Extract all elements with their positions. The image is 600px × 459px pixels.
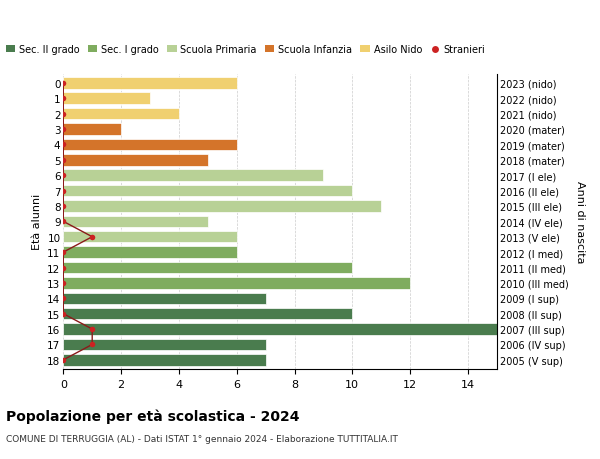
Bar <box>64 231 237 243</box>
Bar <box>64 139 237 151</box>
Y-axis label: Anni di nascita: Anni di nascita <box>575 181 585 263</box>
Bar <box>64 324 497 335</box>
Bar <box>64 201 381 212</box>
Bar <box>64 262 352 274</box>
Text: COMUNE DI TERRUGGIA (AL) - Dati ISTAT 1° gennaio 2024 - Elaborazione TUTTITALIA.: COMUNE DI TERRUGGIA (AL) - Dati ISTAT 1°… <box>6 434 398 442</box>
Bar <box>64 185 352 197</box>
Bar <box>64 293 266 304</box>
Legend: Sec. II grado, Sec. I grado, Scuola Primaria, Scuola Infanzia, Asilo Nido, Stran: Sec. II grado, Sec. I grado, Scuola Prim… <box>2 41 489 59</box>
Bar <box>64 155 208 166</box>
Bar <box>64 339 266 351</box>
Bar <box>64 109 179 120</box>
Bar <box>64 93 150 105</box>
Y-axis label: Età alunni: Età alunni <box>32 194 42 250</box>
Bar <box>64 354 266 366</box>
Bar <box>64 216 208 228</box>
Bar <box>64 78 237 90</box>
Bar <box>64 124 121 135</box>
Bar <box>64 308 352 320</box>
Bar <box>64 278 410 289</box>
Text: Popolazione per età scolastica - 2024: Popolazione per età scolastica - 2024 <box>6 409 299 423</box>
Bar <box>64 247 237 258</box>
Bar <box>64 170 323 182</box>
